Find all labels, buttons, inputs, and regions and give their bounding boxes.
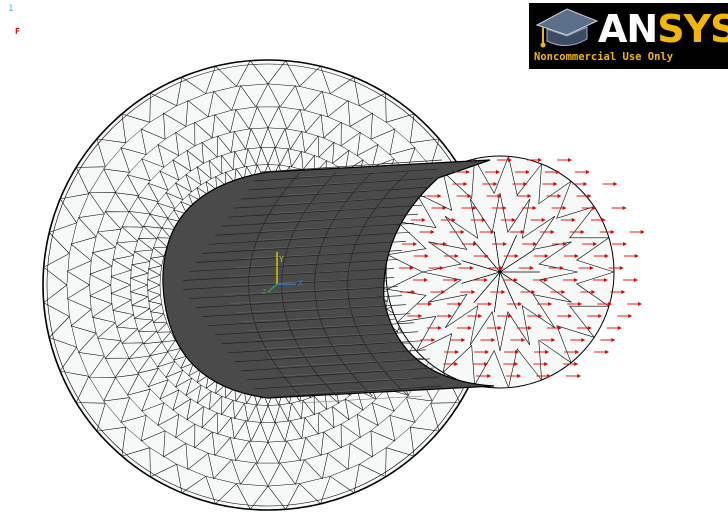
license-notice: Noncommercial Use Only bbox=[534, 51, 674, 63]
cylinder-surface bbox=[162, 159, 495, 404]
window-number: 1 bbox=[8, 4, 14, 14]
graduation-cap-icon bbox=[535, 8, 599, 48]
ansys-logo: ANSYS Noncommercial Use Only bbox=[529, 3, 728, 69]
force-symbol-label: F bbox=[15, 27, 20, 36]
coordinate-triad: Y X Z bbox=[262, 252, 303, 296]
ansys-wordmark: ANSYS bbox=[598, 7, 728, 51]
triad-z-label: Z bbox=[262, 288, 266, 296]
end-face-mesh bbox=[385, 155, 615, 389]
triad-y-label: Y bbox=[279, 255, 284, 264]
cylinder-side bbox=[162, 159, 495, 399]
triad-x-label: X bbox=[298, 279, 303, 288]
force-arrows bbox=[398, 158, 645, 378]
